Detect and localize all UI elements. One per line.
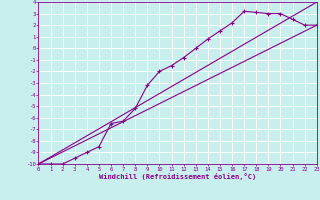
X-axis label: Windchill (Refroidissement éolien,°C): Windchill (Refroidissement éolien,°C) [99, 173, 256, 180]
